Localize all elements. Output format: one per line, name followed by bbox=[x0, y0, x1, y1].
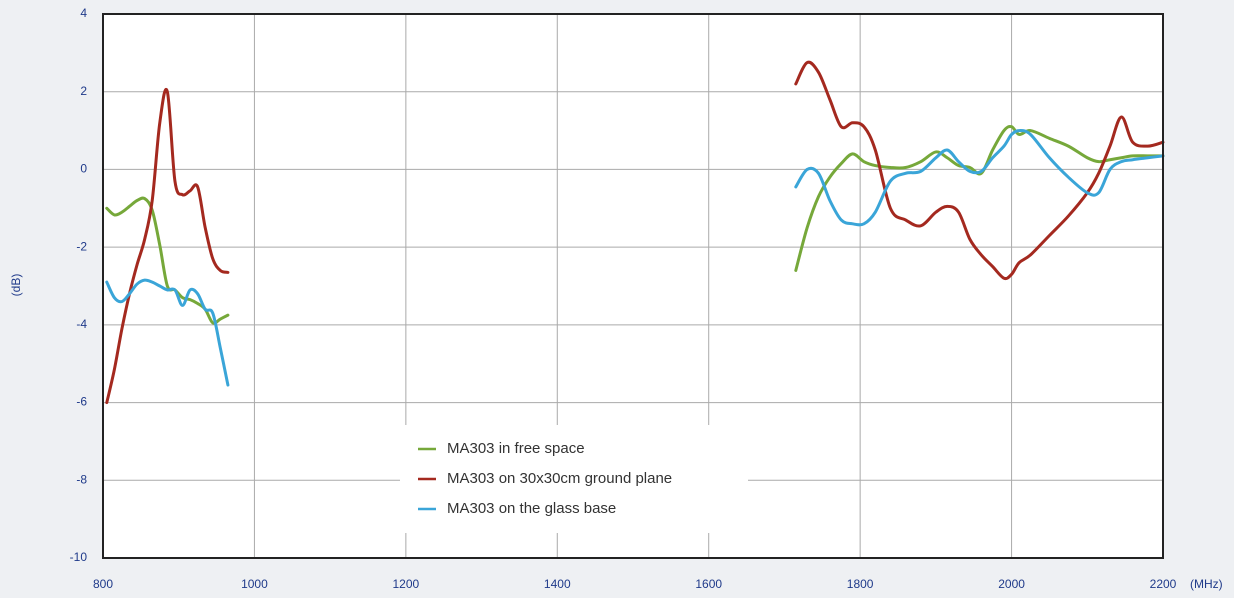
x-tick-label: 800 bbox=[93, 577, 113, 591]
x-tick-label: 2000 bbox=[998, 577, 1025, 591]
y-tick-label: 2 bbox=[80, 84, 87, 98]
y-axis-label: (dB) bbox=[9, 274, 23, 297]
y-tick-label: -10 bbox=[70, 550, 88, 564]
y-tick-label: -6 bbox=[76, 395, 87, 409]
x-tick-label: 2200 bbox=[1150, 577, 1177, 591]
x-tick-label: 1600 bbox=[695, 577, 722, 591]
legend-label: MA303 in free space bbox=[447, 440, 585, 457]
x-tick-label: 1200 bbox=[393, 577, 420, 591]
y-tick-label: 4 bbox=[80, 6, 87, 20]
y-tick-label: -8 bbox=[76, 472, 87, 486]
series-line bbox=[105, 60, 1165, 405]
plot-frame bbox=[102, 13, 1164, 559]
y-tick-label: -2 bbox=[76, 239, 87, 253]
x-tick-label: 1400 bbox=[544, 577, 571, 591]
legend-label: MA303 on 30x30cm ground plane bbox=[447, 470, 672, 487]
x-axis-label: (MHz) bbox=[1190, 577, 1223, 591]
y-tick-label: -4 bbox=[76, 317, 87, 331]
series-line bbox=[105, 129, 1165, 387]
x-tick-label: 1000 bbox=[241, 577, 268, 591]
legend-label: MA303 on the glass base bbox=[447, 500, 616, 517]
legend-box bbox=[400, 425, 748, 533]
x-tick-label: 1800 bbox=[847, 577, 874, 591]
y-tick-label: 0 bbox=[80, 162, 87, 176]
